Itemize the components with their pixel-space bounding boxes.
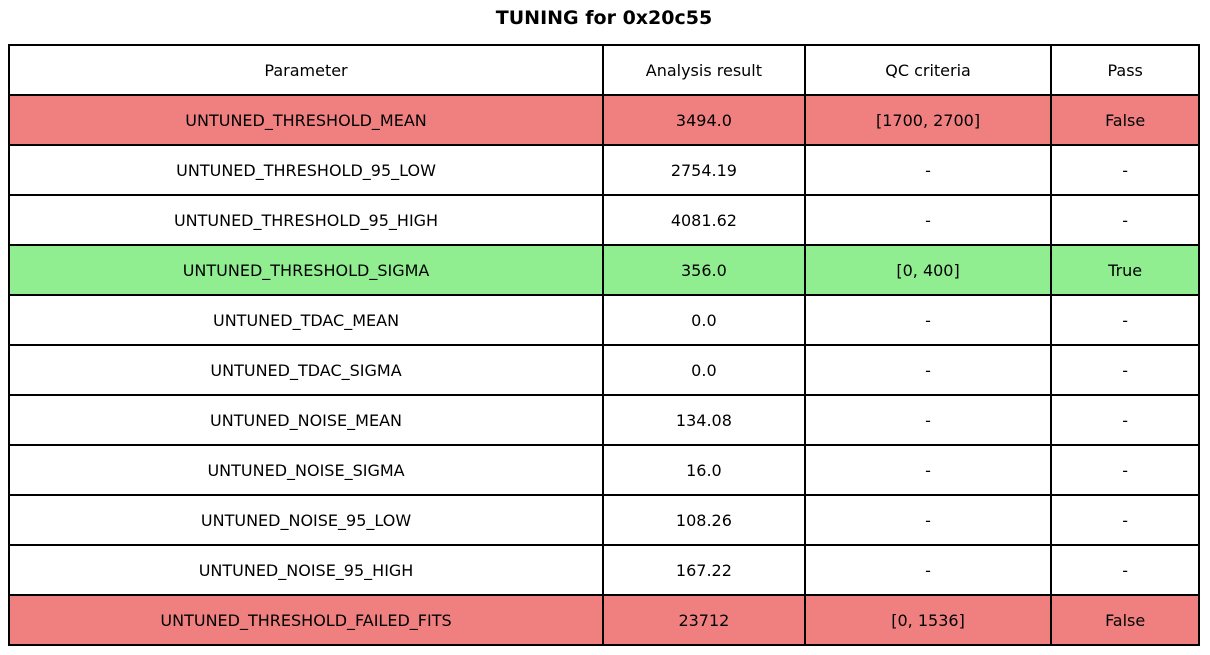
cell-qc-criteria: [0, 1536] — [803, 594, 1053, 646]
header-row: Parameter Analysis result QC criteria Pa… — [7, 44, 1200, 96]
cell-pass: - — [1050, 444, 1200, 496]
table-row: UNTUNED_NOISE_95_HIGH 167.22- - — [7, 544, 1200, 596]
cell-analysis-result: 23712 — [602, 594, 806, 646]
cell-parameter: UNTUNED_NOISE_95_LOW — [7, 494, 605, 546]
cell-qc-criteria: - — [803, 294, 1053, 346]
cell-pass: True — [1050, 244, 1200, 296]
cell-analysis-result: 356.0 — [602, 244, 806, 296]
cell-parameter: UNTUNED_NOISE_SIGMA — [7, 444, 605, 496]
table-row: UNTUNED_NOISE_95_LOW 108.26- - — [7, 494, 1200, 546]
cell-qc-criteria: - — [803, 344, 1053, 396]
table-row: UNTUNED_NOISE_SIGMA 16.0- - — [7, 444, 1200, 496]
cell-pass: - — [1050, 294, 1200, 346]
cell-analysis-result: 16.0 — [602, 444, 806, 496]
table-row: UNTUNED_NOISE_MEAN 134.08- - — [7, 394, 1200, 446]
table-row: UNTUNED_THRESHOLD_95_LOW 2754.19- - — [7, 144, 1200, 196]
cell-parameter: UNTUNED_NOISE_95_HIGH — [7, 544, 605, 596]
cell-parameter: UNTUNED_NOISE_MEAN — [7, 394, 605, 446]
cell-pass: - — [1050, 544, 1200, 596]
cell-analysis-result: 108.26 — [602, 494, 806, 546]
column-header-parameter: Parameter — [7, 44, 605, 96]
table-row: UNTUNED_TDAC_MEAN 0.0- - — [7, 294, 1200, 346]
cell-analysis-result: 2754.19 — [602, 144, 806, 196]
cell-analysis-result: 167.22 — [602, 544, 806, 596]
cell-pass: False — [1050, 94, 1200, 146]
cell-parameter: UNTUNED_THRESHOLD_95_LOW — [7, 144, 605, 196]
cell-analysis-result: 0.0 — [602, 344, 806, 396]
cell-parameter: UNTUNED_TDAC_SIGMA — [7, 344, 605, 396]
table-row: UNTUNED_TDAC_SIGMA 0.0- - — [7, 344, 1200, 396]
cell-qc-criteria: - — [803, 544, 1053, 596]
cell-parameter: UNTUNED_THRESHOLD_SIGMA — [7, 244, 605, 296]
column-header-pass: Pass — [1050, 44, 1200, 96]
cell-pass: False — [1050, 594, 1200, 646]
cell-parameter: UNTUNED_THRESHOLD_MEAN — [7, 94, 605, 146]
cell-parameter: UNTUNED_THRESHOLD_95_HIGH — [7, 194, 605, 246]
cell-qc-criteria: - — [803, 194, 1053, 246]
table-row: UNTUNED_THRESHOLD_95_HIGH 4081.62- - — [7, 194, 1200, 246]
cell-analysis-result: 134.08 — [602, 394, 806, 446]
cell-pass: - — [1050, 194, 1200, 246]
table-body: UNTUNED_THRESHOLD_MEAN 3494.0 [1700, 2700]… — [7, 94, 1200, 646]
cell-qc-criteria: - — [803, 144, 1053, 196]
column-header-qc-criteria: QC criteria — [803, 44, 1053, 96]
qc-table: Parameter Analysis result QC criteria Pa… — [7, 44, 1200, 646]
table-row: UNTUNED_THRESHOLD_FAILED_FITS 23712 [0, 15… — [7, 594, 1200, 646]
column-header-analysis-result: Analysis result — [602, 44, 806, 96]
cell-pass: - — [1050, 344, 1200, 396]
cell-pass: - — [1050, 144, 1200, 196]
table-row: UNTUNED_THRESHOLD_MEAN 3494.0 [1700, 2700]… — [7, 94, 1200, 146]
cell-qc-criteria: - — [803, 394, 1053, 446]
table-header: Parameter Analysis result QC criteria Pa… — [7, 44, 1200, 96]
cell-qc-criteria: [1700, 2700] — [803, 94, 1053, 146]
cell-parameter: UNTUNED_TDAC_MEAN — [7, 294, 605, 346]
cell-parameter: UNTUNED_THRESHOLD_FAILED_FITS — [7, 594, 605, 646]
cell-analysis-result: 3494.0 — [602, 94, 806, 146]
cell-qc-criteria: - — [803, 444, 1053, 496]
cell-qc-criteria: - — [803, 494, 1053, 546]
cell-analysis-result: 0.0 — [602, 294, 806, 346]
chart-title: TUNING for 0x20c55 — [495, 7, 713, 29]
cell-qc-criteria: [0, 400] — [803, 244, 1053, 296]
cell-pass: - — [1050, 394, 1200, 446]
cell-pass: - — [1050, 494, 1200, 546]
table-row: UNTUNED_THRESHOLD_SIGMA 356.0 [0, 400] True — [7, 244, 1200, 296]
cell-analysis-result: 4081.62 — [602, 194, 806, 246]
